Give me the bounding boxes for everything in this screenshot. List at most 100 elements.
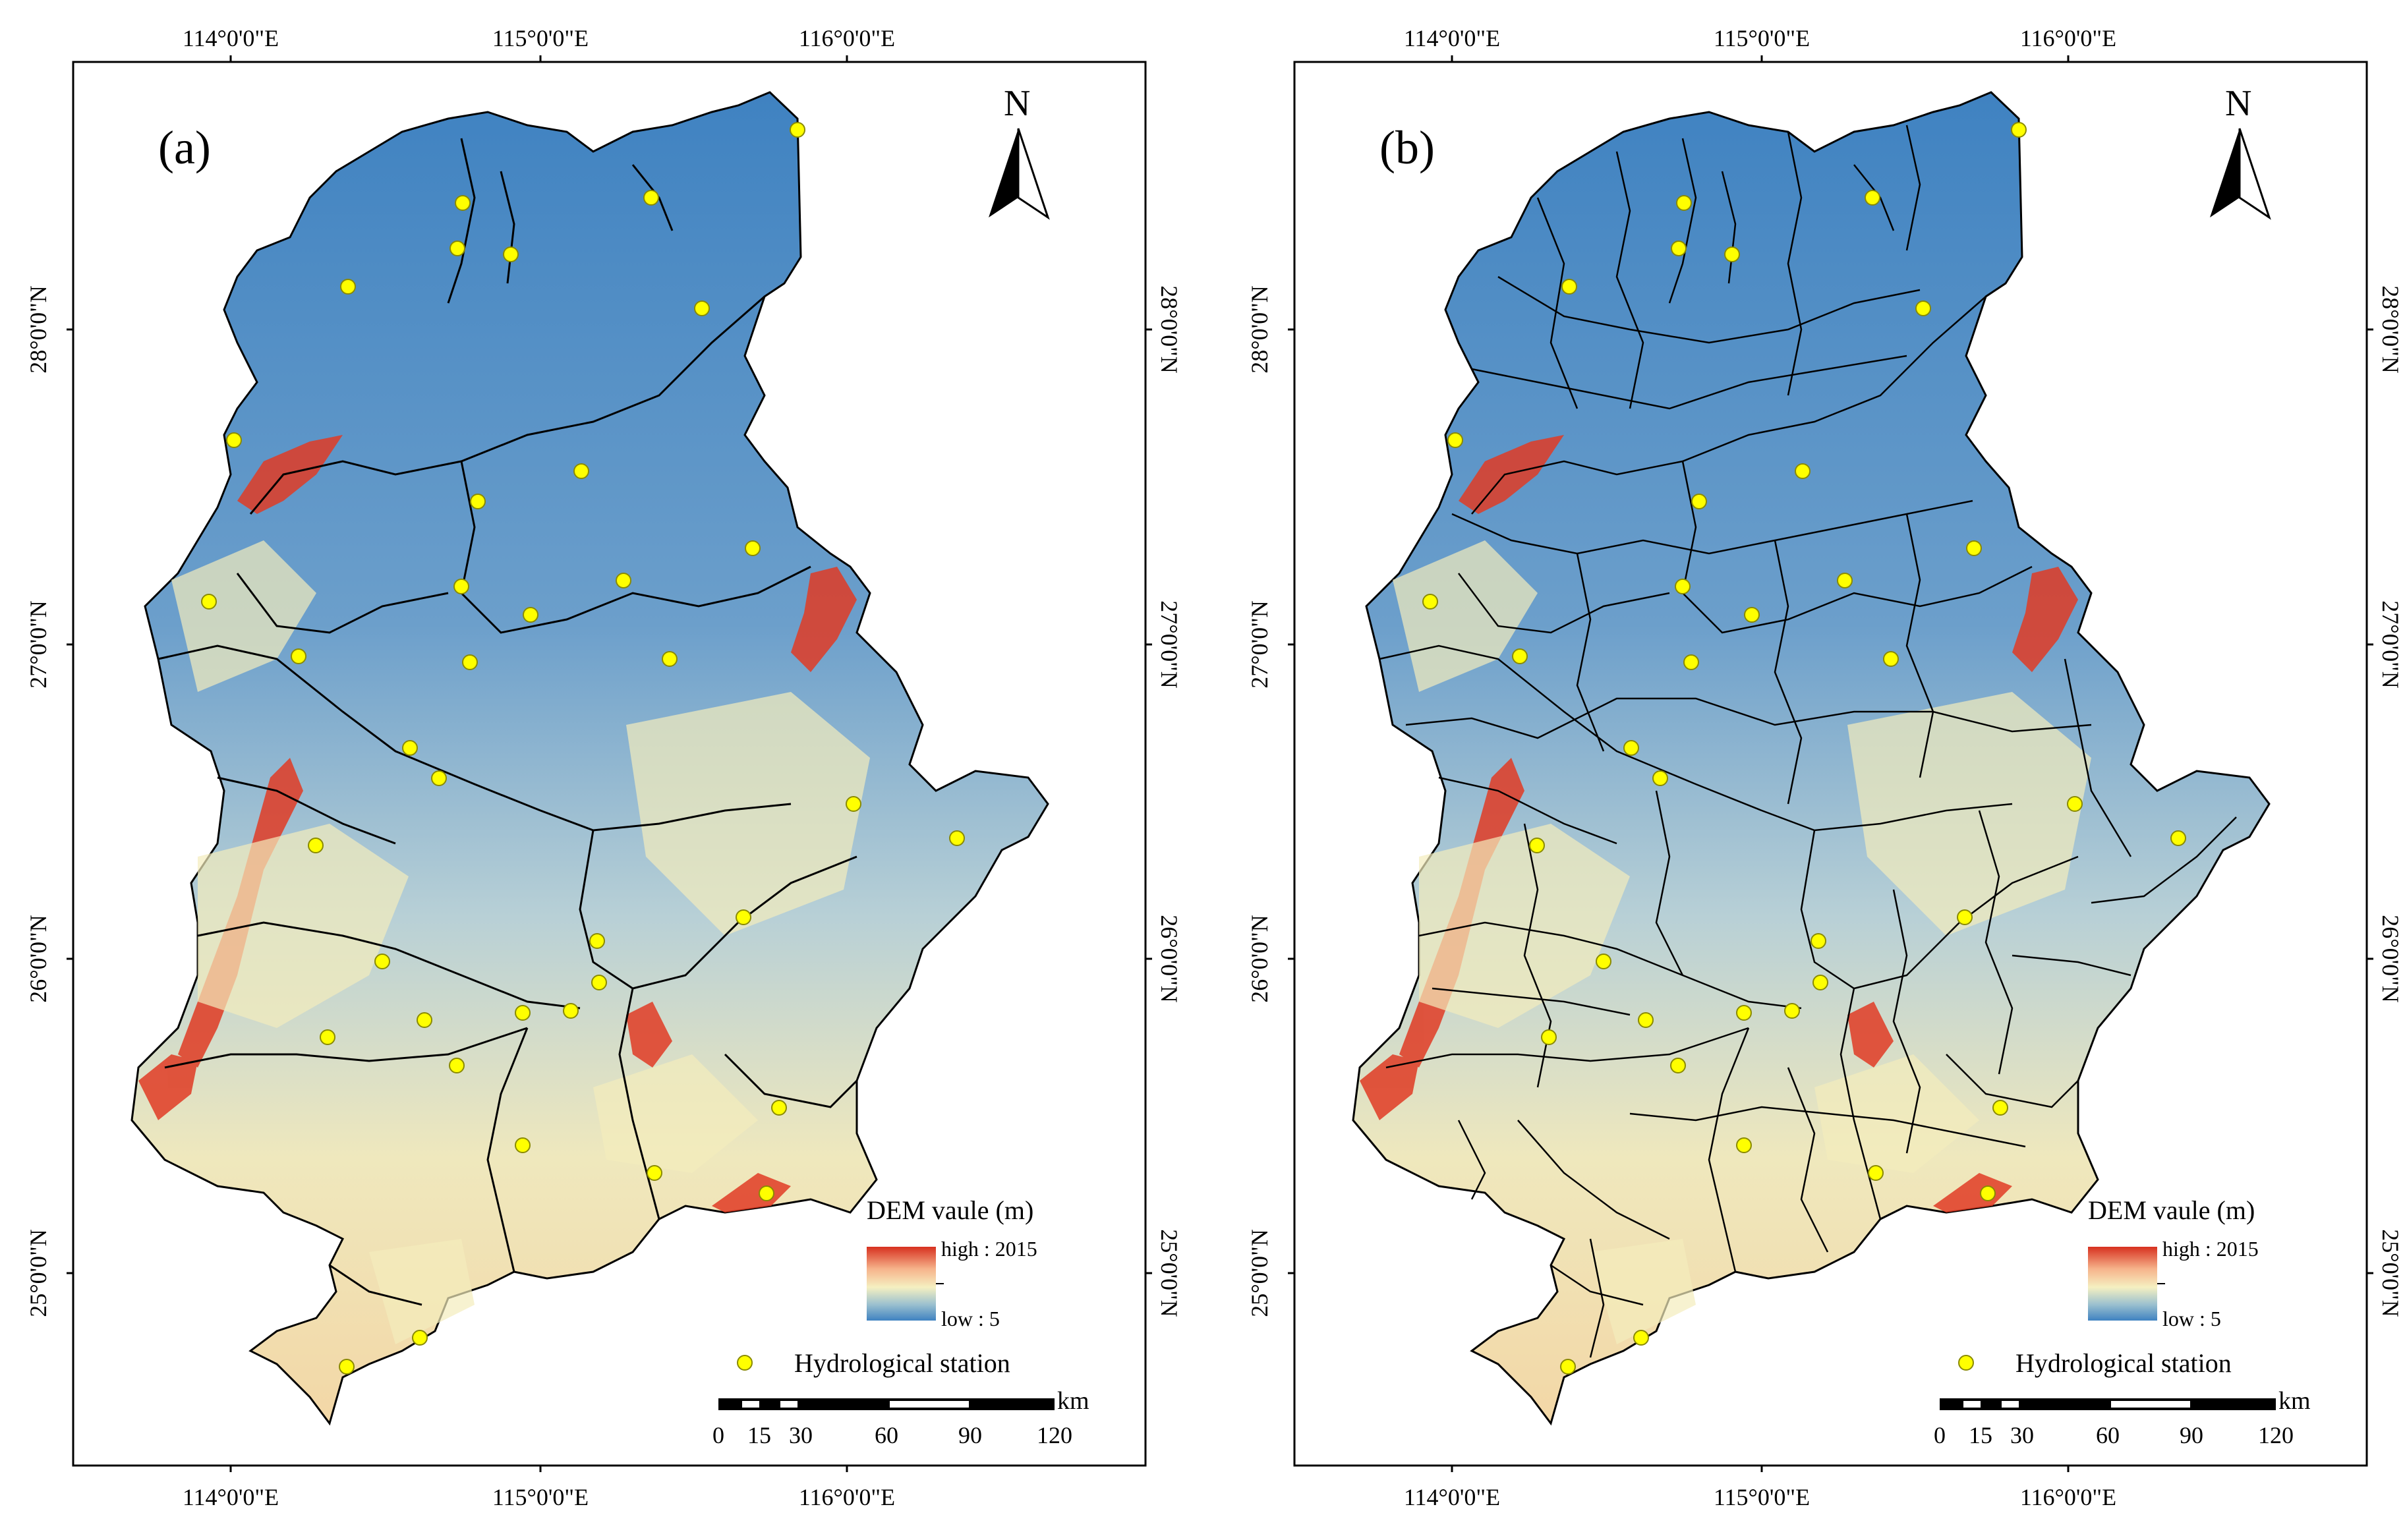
station-marker[interactable] xyxy=(1541,1029,1557,1045)
station-marker[interactable] xyxy=(374,954,390,969)
station-marker[interactable] xyxy=(1623,740,1639,756)
station-marker[interactable] xyxy=(201,594,217,610)
station-marker[interactable] xyxy=(515,1005,531,1021)
station-marker[interactable] xyxy=(1638,1012,1654,1028)
scale-tick: 120 xyxy=(2258,1422,2294,1448)
station-marker[interactable] xyxy=(412,1330,428,1346)
scale-tick: 60 xyxy=(2096,1422,2120,1448)
lat-tick-label: 26°0'0"N xyxy=(1156,915,1182,1003)
station-marker[interactable] xyxy=(1966,540,1982,556)
station-marker[interactable] xyxy=(759,1185,774,1201)
station-marker[interactable] xyxy=(523,607,538,623)
station-marker[interactable] xyxy=(1652,770,1668,786)
station-marker[interactable] xyxy=(1512,648,1528,664)
station-marker[interactable] xyxy=(1837,573,1853,588)
station-marker[interactable] xyxy=(1561,279,1577,295)
lat-tick-label: 27°0'0"N xyxy=(1156,600,1182,689)
subbasin-boundaries xyxy=(158,138,858,1306)
station-marker[interactable] xyxy=(226,432,242,448)
station-marker[interactable] xyxy=(515,1137,531,1153)
station-marker[interactable] xyxy=(1868,1165,1884,1181)
station-marker[interactable] xyxy=(1811,933,1826,949)
station-marker[interactable] xyxy=(1980,1185,1996,1201)
station-marker[interactable] xyxy=(1736,1005,1752,1021)
map-panel-b: (b) N 114°0'0"E 115°0'0"E 116°0'0"E 114°… xyxy=(1221,0,2405,1537)
station-marker[interactable] xyxy=(736,909,751,925)
station-marker[interactable] xyxy=(1529,838,1545,853)
station-marker[interactable] xyxy=(1812,975,1828,990)
station-marker[interactable] xyxy=(503,246,519,262)
station-marker[interactable] xyxy=(340,279,356,295)
station-marker[interactable] xyxy=(1724,246,1740,262)
station-marker[interactable] xyxy=(1691,494,1707,509)
station-marker[interactable] xyxy=(1447,432,1463,448)
station-marker[interactable] xyxy=(1683,654,1699,670)
lon-ticks-top: 114°0'0"E 115°0'0"E 116°0'0"E xyxy=(183,25,895,51)
scale-tick: 30 xyxy=(2010,1422,2034,1448)
lat-tick-label: 28°0'0"N xyxy=(25,285,51,374)
station-marker[interactable] xyxy=(589,933,605,949)
legend-station-label: Hydrological station xyxy=(2015,1348,2232,1378)
lat-ticks-left: 28°0'0"N 27°0'0"N 26°0'0"N 25°0'0"N xyxy=(1246,285,1273,1317)
station-marker[interactable] xyxy=(1670,1058,1686,1073)
station-marker[interactable] xyxy=(846,796,861,812)
station-marker[interactable] xyxy=(1865,190,1880,206)
station-marker[interactable] xyxy=(662,651,678,667)
station-marker[interactable] xyxy=(573,463,589,479)
station-marker[interactable] xyxy=(453,579,469,594)
station-marker[interactable] xyxy=(339,1359,355,1375)
station-marker[interactable] xyxy=(449,241,465,256)
station-marker[interactable] xyxy=(1675,579,1691,594)
lon-tick-label: 114°0'0"E xyxy=(1404,1484,1500,1510)
lat-tick-label: 27°0'0"N xyxy=(1246,600,1273,689)
legend-high-label: high : 2015 xyxy=(2162,1237,2259,1261)
station-marker[interactable] xyxy=(563,1003,579,1019)
lat-tick-label: 28°0'0"N xyxy=(2377,285,2404,374)
station-marker[interactable] xyxy=(2170,830,2186,846)
legend: DEM vaule (m) high : 2015 low : 5 Hydrol… xyxy=(737,1195,1037,1378)
lat-tick-label: 25°0'0"N xyxy=(1156,1229,1182,1317)
station-marker[interactable] xyxy=(1915,300,1931,316)
legend-low-label: low : 5 xyxy=(2162,1307,2221,1330)
lat-tick-label: 25°0'0"N xyxy=(2377,1229,2404,1317)
station-marker[interactable] xyxy=(1633,1330,1649,1346)
station-marker[interactable] xyxy=(1883,651,1899,667)
station-marker[interactable] xyxy=(771,1100,787,1116)
station-marker[interactable] xyxy=(1560,1359,1576,1375)
station-marker[interactable] xyxy=(647,1165,662,1181)
station-marker[interactable] xyxy=(320,1029,335,1045)
station-marker[interactable] xyxy=(616,573,631,588)
station-marker[interactable] xyxy=(2011,122,2027,138)
station-marker[interactable] xyxy=(591,975,607,990)
station-marker[interactable] xyxy=(1784,1003,1800,1019)
station-marker[interactable] xyxy=(1676,195,1692,211)
station-marker[interactable] xyxy=(2067,796,2083,812)
station-marker[interactable] xyxy=(1957,909,1973,925)
station-marker[interactable] xyxy=(291,648,306,664)
scale-bar: km 0 15 30 60 90 120 xyxy=(712,1387,1089,1448)
station-marker[interactable] xyxy=(745,540,761,556)
station-marker[interactable] xyxy=(308,838,324,853)
station-marker[interactable] xyxy=(417,1012,432,1028)
station-marker[interactable] xyxy=(790,122,805,138)
scale-tick: 90 xyxy=(2180,1422,2203,1448)
station-marker[interactable] xyxy=(1671,241,1687,256)
station-marker[interactable] xyxy=(431,770,447,786)
lon-ticks-bottom: 114°0'0"E 115°0'0"E 116°0'0"E xyxy=(183,1484,895,1510)
station-marker[interactable] xyxy=(449,1058,465,1073)
station-marker[interactable] xyxy=(402,740,418,756)
station-marker[interactable] xyxy=(1596,954,1611,969)
station-marker[interactable] xyxy=(1744,607,1760,623)
station-marker[interactable] xyxy=(1736,1137,1752,1153)
station-marker[interactable] xyxy=(462,654,478,670)
station-marker[interactable] xyxy=(643,190,659,206)
station-marker[interactable] xyxy=(1992,1100,2008,1116)
lon-tick-label: 114°0'0"E xyxy=(183,25,279,51)
station-marker[interactable] xyxy=(694,300,710,316)
station-marker[interactable] xyxy=(949,830,965,846)
station-marker[interactable] xyxy=(1795,463,1811,479)
station-marker[interactable] xyxy=(1422,594,1438,610)
station-marker[interactable] xyxy=(455,195,471,211)
panel-label: (a) xyxy=(158,121,211,174)
station-marker[interactable] xyxy=(470,494,486,509)
